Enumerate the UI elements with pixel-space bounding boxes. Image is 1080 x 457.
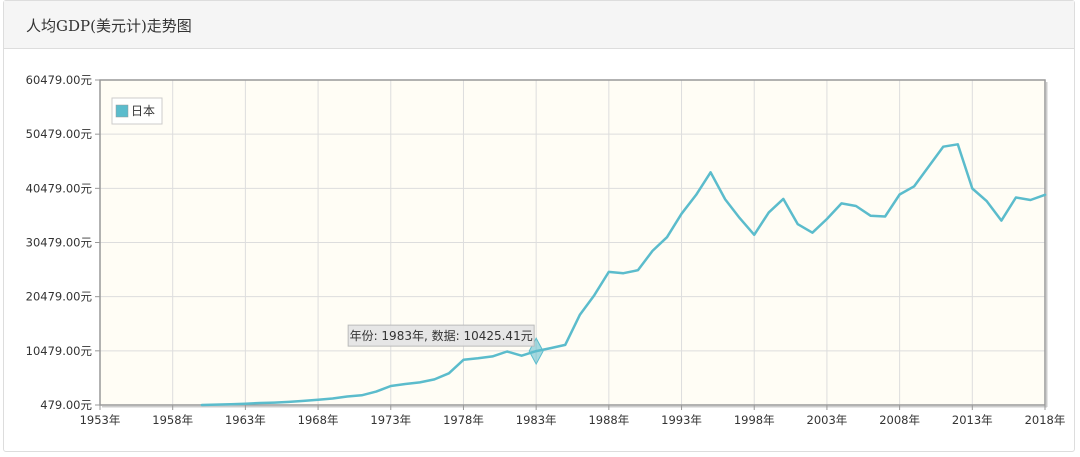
x-tick-label: 2013年 bbox=[952, 413, 993, 427]
x-tick-label: 1963年 bbox=[225, 413, 266, 427]
x-tick-label: 1958年 bbox=[152, 413, 193, 427]
y-tick-label: 50479.00元 bbox=[26, 127, 93, 141]
tooltip-text: 年份: 1983年, 数据: 10425.41元 bbox=[350, 328, 533, 343]
x-tick-label: 1973年 bbox=[370, 413, 411, 427]
y-tick-label: 60479.00元 bbox=[26, 73, 93, 87]
y-tick-label: 40479.00元 bbox=[26, 181, 93, 195]
y-tick-label: 479.00元 bbox=[40, 398, 92, 412]
x-tick-label: 1993年 bbox=[661, 413, 702, 427]
x-tick-label: 1988年 bbox=[588, 413, 629, 427]
x-tick-label: 1978年 bbox=[443, 413, 484, 427]
series-line-japan[interactable] bbox=[200, 143, 1047, 407]
tooltip-box bbox=[347, 324, 535, 347]
x-tick-label: 1983年 bbox=[516, 413, 557, 427]
legend-swatch bbox=[115, 104, 129, 118]
y-tick-label: 30479.00元 bbox=[26, 236, 93, 250]
x-tick-label: 1953年 bbox=[80, 413, 121, 427]
y-tick-label: 10479.00元 bbox=[26, 344, 93, 358]
x-tick-label: 2008年 bbox=[879, 413, 920, 427]
y-tick-label: 20479.00元 bbox=[26, 290, 93, 304]
x-tick-label: 1968年 bbox=[298, 413, 339, 427]
x-tick-label: 2018年 bbox=[1025, 413, 1066, 427]
x-tick-label: 1998年 bbox=[734, 413, 775, 427]
legend-label: 日本 bbox=[131, 104, 155, 118]
x-tick-label: 2003年 bbox=[807, 413, 848, 427]
panel-header: 人均GDP(美元计)走势图 bbox=[4, 1, 1074, 49]
panel-title: 人均GDP(美元计)走势图 bbox=[26, 17, 192, 35]
